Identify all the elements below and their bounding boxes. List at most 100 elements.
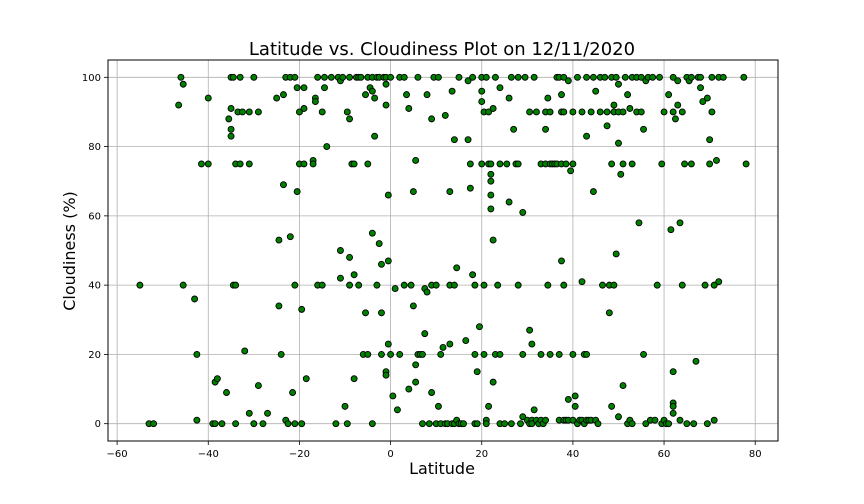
data-point <box>637 108 645 116</box>
data-point <box>343 108 351 116</box>
chart-title: Latitude vs. Cloudiness Plot on 12/11/20… <box>249 39 635 60</box>
data-point <box>204 160 212 168</box>
data-point <box>558 257 565 265</box>
data-point <box>291 281 299 289</box>
data-point <box>291 73 299 81</box>
data-point <box>393 406 401 414</box>
data-point <box>687 73 695 81</box>
data-point <box>211 420 219 428</box>
data-point <box>346 115 354 123</box>
data-point <box>280 91 287 99</box>
data-point <box>669 73 677 81</box>
data-point <box>671 115 679 123</box>
data-point <box>596 108 604 116</box>
data-point <box>713 156 720 164</box>
data-point <box>674 77 682 85</box>
data-point <box>669 108 677 116</box>
data-point <box>302 375 310 383</box>
data-point <box>341 402 349 410</box>
data-point <box>546 108 554 116</box>
data-point <box>407 281 415 289</box>
data-point <box>542 125 550 133</box>
data-point <box>227 132 235 140</box>
data-point <box>382 371 390 379</box>
data-point <box>295 108 303 116</box>
data-point <box>455 73 463 81</box>
data-point <box>608 402 616 410</box>
data-point <box>223 389 230 396</box>
data-point <box>245 409 253 417</box>
data-point <box>191 295 199 303</box>
data-point <box>232 281 240 289</box>
data-point <box>487 170 495 178</box>
data-point <box>179 281 187 289</box>
data-point <box>384 191 392 199</box>
data-point <box>229 73 237 81</box>
data-point <box>384 257 392 265</box>
data-point <box>428 115 436 123</box>
scatter-points <box>136 73 750 428</box>
data-point <box>703 94 711 102</box>
axis-ticks: −60 −40 −20 0 20 40 60 80 0 20 40 60 80 100 <box>82 73 762 460</box>
data-point <box>227 105 235 112</box>
data-point <box>669 402 677 410</box>
data-point <box>412 156 420 164</box>
data-point <box>396 350 404 358</box>
data-point <box>494 281 502 289</box>
data-point <box>507 73 515 81</box>
data-point <box>309 160 317 168</box>
data-point <box>419 350 426 358</box>
data-point <box>628 420 636 428</box>
data-point <box>617 170 625 178</box>
data-point <box>710 416 718 424</box>
data-point <box>642 420 650 428</box>
data-point <box>635 219 643 227</box>
data-point <box>387 73 395 81</box>
data-point <box>421 330 429 338</box>
data-point <box>434 402 442 410</box>
data-point <box>519 208 527 216</box>
data-point <box>193 350 201 358</box>
data-point <box>487 191 495 199</box>
data-point <box>300 84 308 92</box>
data-point <box>355 281 363 289</box>
data-point <box>437 350 445 358</box>
data-point <box>517 420 524 428</box>
data-point <box>480 350 488 358</box>
x-tick-label: −20 <box>289 449 310 460</box>
data-point <box>626 105 634 112</box>
data-point <box>487 177 495 185</box>
data-point <box>362 91 369 99</box>
data-point <box>690 420 698 428</box>
data-point <box>740 73 748 81</box>
data-point <box>466 184 474 192</box>
data-point <box>532 108 540 116</box>
data-point <box>507 420 515 428</box>
data-point <box>254 108 262 116</box>
data-point <box>284 420 292 428</box>
data-point <box>683 420 691 428</box>
data-point <box>293 188 301 196</box>
data-point <box>519 350 527 358</box>
data-point <box>489 105 497 112</box>
data-point <box>378 260 385 268</box>
data-point <box>706 136 714 144</box>
data-point <box>478 87 486 95</box>
data-point <box>564 395 572 403</box>
data-point <box>612 250 620 258</box>
data-point <box>323 143 331 151</box>
data-point <box>619 108 627 116</box>
data-point <box>530 406 538 414</box>
data-point <box>136 281 144 289</box>
data-point <box>241 347 249 355</box>
data-point <box>542 416 550 424</box>
data-point <box>480 281 488 289</box>
data-point <box>478 160 486 168</box>
data-point <box>428 389 436 396</box>
data-point <box>544 94 552 102</box>
data-point <box>364 350 372 358</box>
data-point <box>464 136 472 144</box>
data-point <box>362 309 369 317</box>
data-point <box>213 375 221 383</box>
data-point <box>678 281 686 289</box>
